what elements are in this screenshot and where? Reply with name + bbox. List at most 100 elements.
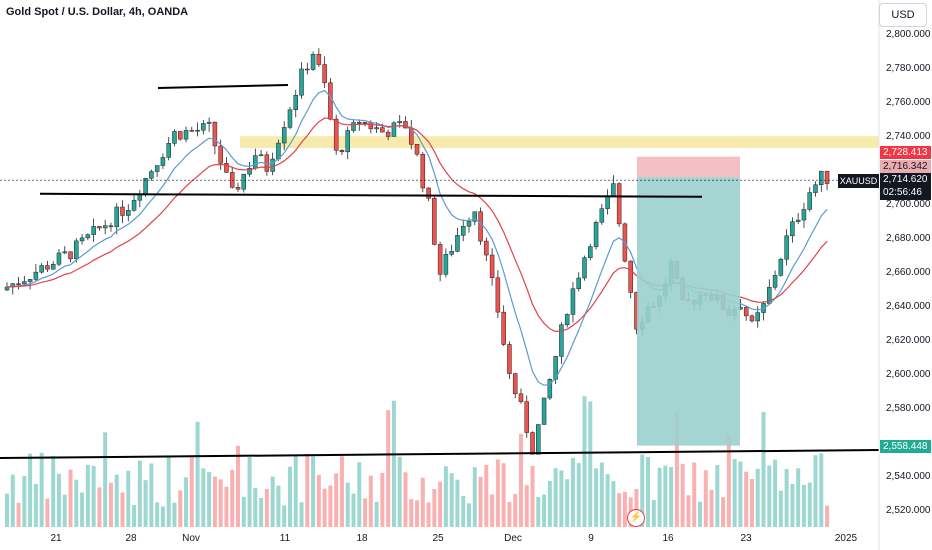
volume-bar (715, 465, 720, 527)
resistance-zone[interactable] (240, 136, 879, 149)
volume-bar (85, 464, 90, 527)
volume-bar (45, 498, 50, 527)
volume-bar (56, 473, 61, 527)
volume-bar (351, 493, 356, 527)
volume-bar (813, 455, 818, 527)
trendline-top[interactable] (157, 84, 289, 89)
candle-body (385, 131, 391, 137)
volume-bar (39, 452, 44, 527)
chart-title: Gold Spot / U.S. Dollar, 4h, OANDA (6, 6, 189, 18)
candle-body (611, 183, 616, 196)
time-axis-label: 28 (125, 533, 137, 544)
candle-body (501, 311, 506, 345)
candle-body (333, 118, 339, 151)
candle-body (143, 178, 148, 195)
volume-bar (287, 466, 292, 527)
volume-bar (478, 476, 483, 527)
currency-button[interactable]: USD (879, 3, 927, 27)
volume-bar (103, 432, 108, 527)
candle-body (547, 379, 553, 399)
volume-bar (495, 459, 500, 527)
volume-bar (732, 458, 737, 527)
candle-body (345, 130, 350, 153)
candle-body (270, 158, 275, 172)
volume-bar (160, 506, 165, 527)
candle-body (62, 251, 67, 254)
price-axis-label: 2,600.000 (886, 369, 931, 380)
volume-bar (594, 468, 599, 527)
volume-bar (120, 492, 125, 527)
short-position-reward[interactable] (637, 177, 740, 446)
volume-bar (178, 490, 183, 527)
volume-bar (467, 503, 471, 527)
price-axis-label: 2,800.000 (886, 29, 931, 40)
candle-body (247, 168, 252, 175)
volume-bar (201, 468, 206, 527)
volume-bar (264, 488, 269, 527)
candle-body (310, 54, 316, 70)
candle-body (524, 401, 529, 433)
trendline-bottom[interactable] (0, 449, 880, 459)
volume-bar (62, 494, 67, 527)
candle-body (564, 314, 570, 326)
candle-body (403, 121, 408, 129)
candle-body (414, 144, 420, 155)
volume-bar (270, 476, 275, 527)
candle-body (79, 237, 85, 242)
candle-body (362, 122, 368, 124)
volume-bar (490, 494, 495, 527)
candle-body (755, 312, 760, 322)
volume-bar (778, 490, 783, 527)
candle-body (784, 235, 789, 260)
candle-body (235, 187, 241, 190)
candle-body (397, 121, 402, 124)
volume-bar (236, 445, 240, 527)
lightning-icon[interactable]: ⚡ (627, 509, 645, 527)
candle-body (16, 283, 21, 285)
trendline-support[interactable] (39, 192, 703, 198)
time-axis-label: Dec (504, 533, 522, 544)
candle-body (536, 424, 541, 455)
candle-body (507, 344, 512, 374)
candle-body (518, 393, 524, 402)
volume-bar (143, 480, 148, 527)
volume-bar (698, 501, 702, 527)
volume-bar (74, 479, 79, 527)
candle-body (114, 206, 119, 228)
candle-body (801, 209, 807, 221)
candle-body (795, 219, 801, 222)
volume-bar (80, 492, 85, 527)
volume-bar (634, 488, 639, 527)
price-axis-label: 2,520.000 (886, 505, 931, 516)
volume-bar (547, 480, 552, 527)
candle-body (22, 281, 27, 285)
candle-body (189, 130, 195, 132)
volume-bar (28, 453, 33, 527)
volume-bar (761, 411, 766, 527)
candle-body (478, 211, 483, 242)
volume-bar (10, 474, 15, 527)
volume-bar (328, 485, 333, 527)
candle-body (380, 127, 385, 133)
volume-bar (426, 502, 431, 527)
volume-bar (709, 489, 714, 527)
volume-bar (5, 493, 9, 527)
volume-bar (363, 498, 368, 527)
candle-body (582, 257, 587, 279)
volume-bar (669, 467, 674, 527)
candle-body (287, 109, 293, 128)
candle-body (824, 170, 830, 184)
candle-body (137, 194, 143, 201)
volume-bar (91, 465, 96, 527)
candle-body (160, 157, 166, 166)
candle-body (749, 315, 755, 322)
volume-bar (322, 488, 327, 527)
short-position-risk[interactable] (637, 156, 740, 178)
candle-body (807, 192, 812, 210)
volume-bar (276, 485, 281, 527)
symbol-tag: XAUUSD (838, 174, 879, 188)
volume-bar (415, 500, 420, 527)
candle-body (743, 307, 749, 317)
volume-bar (293, 454, 298, 527)
